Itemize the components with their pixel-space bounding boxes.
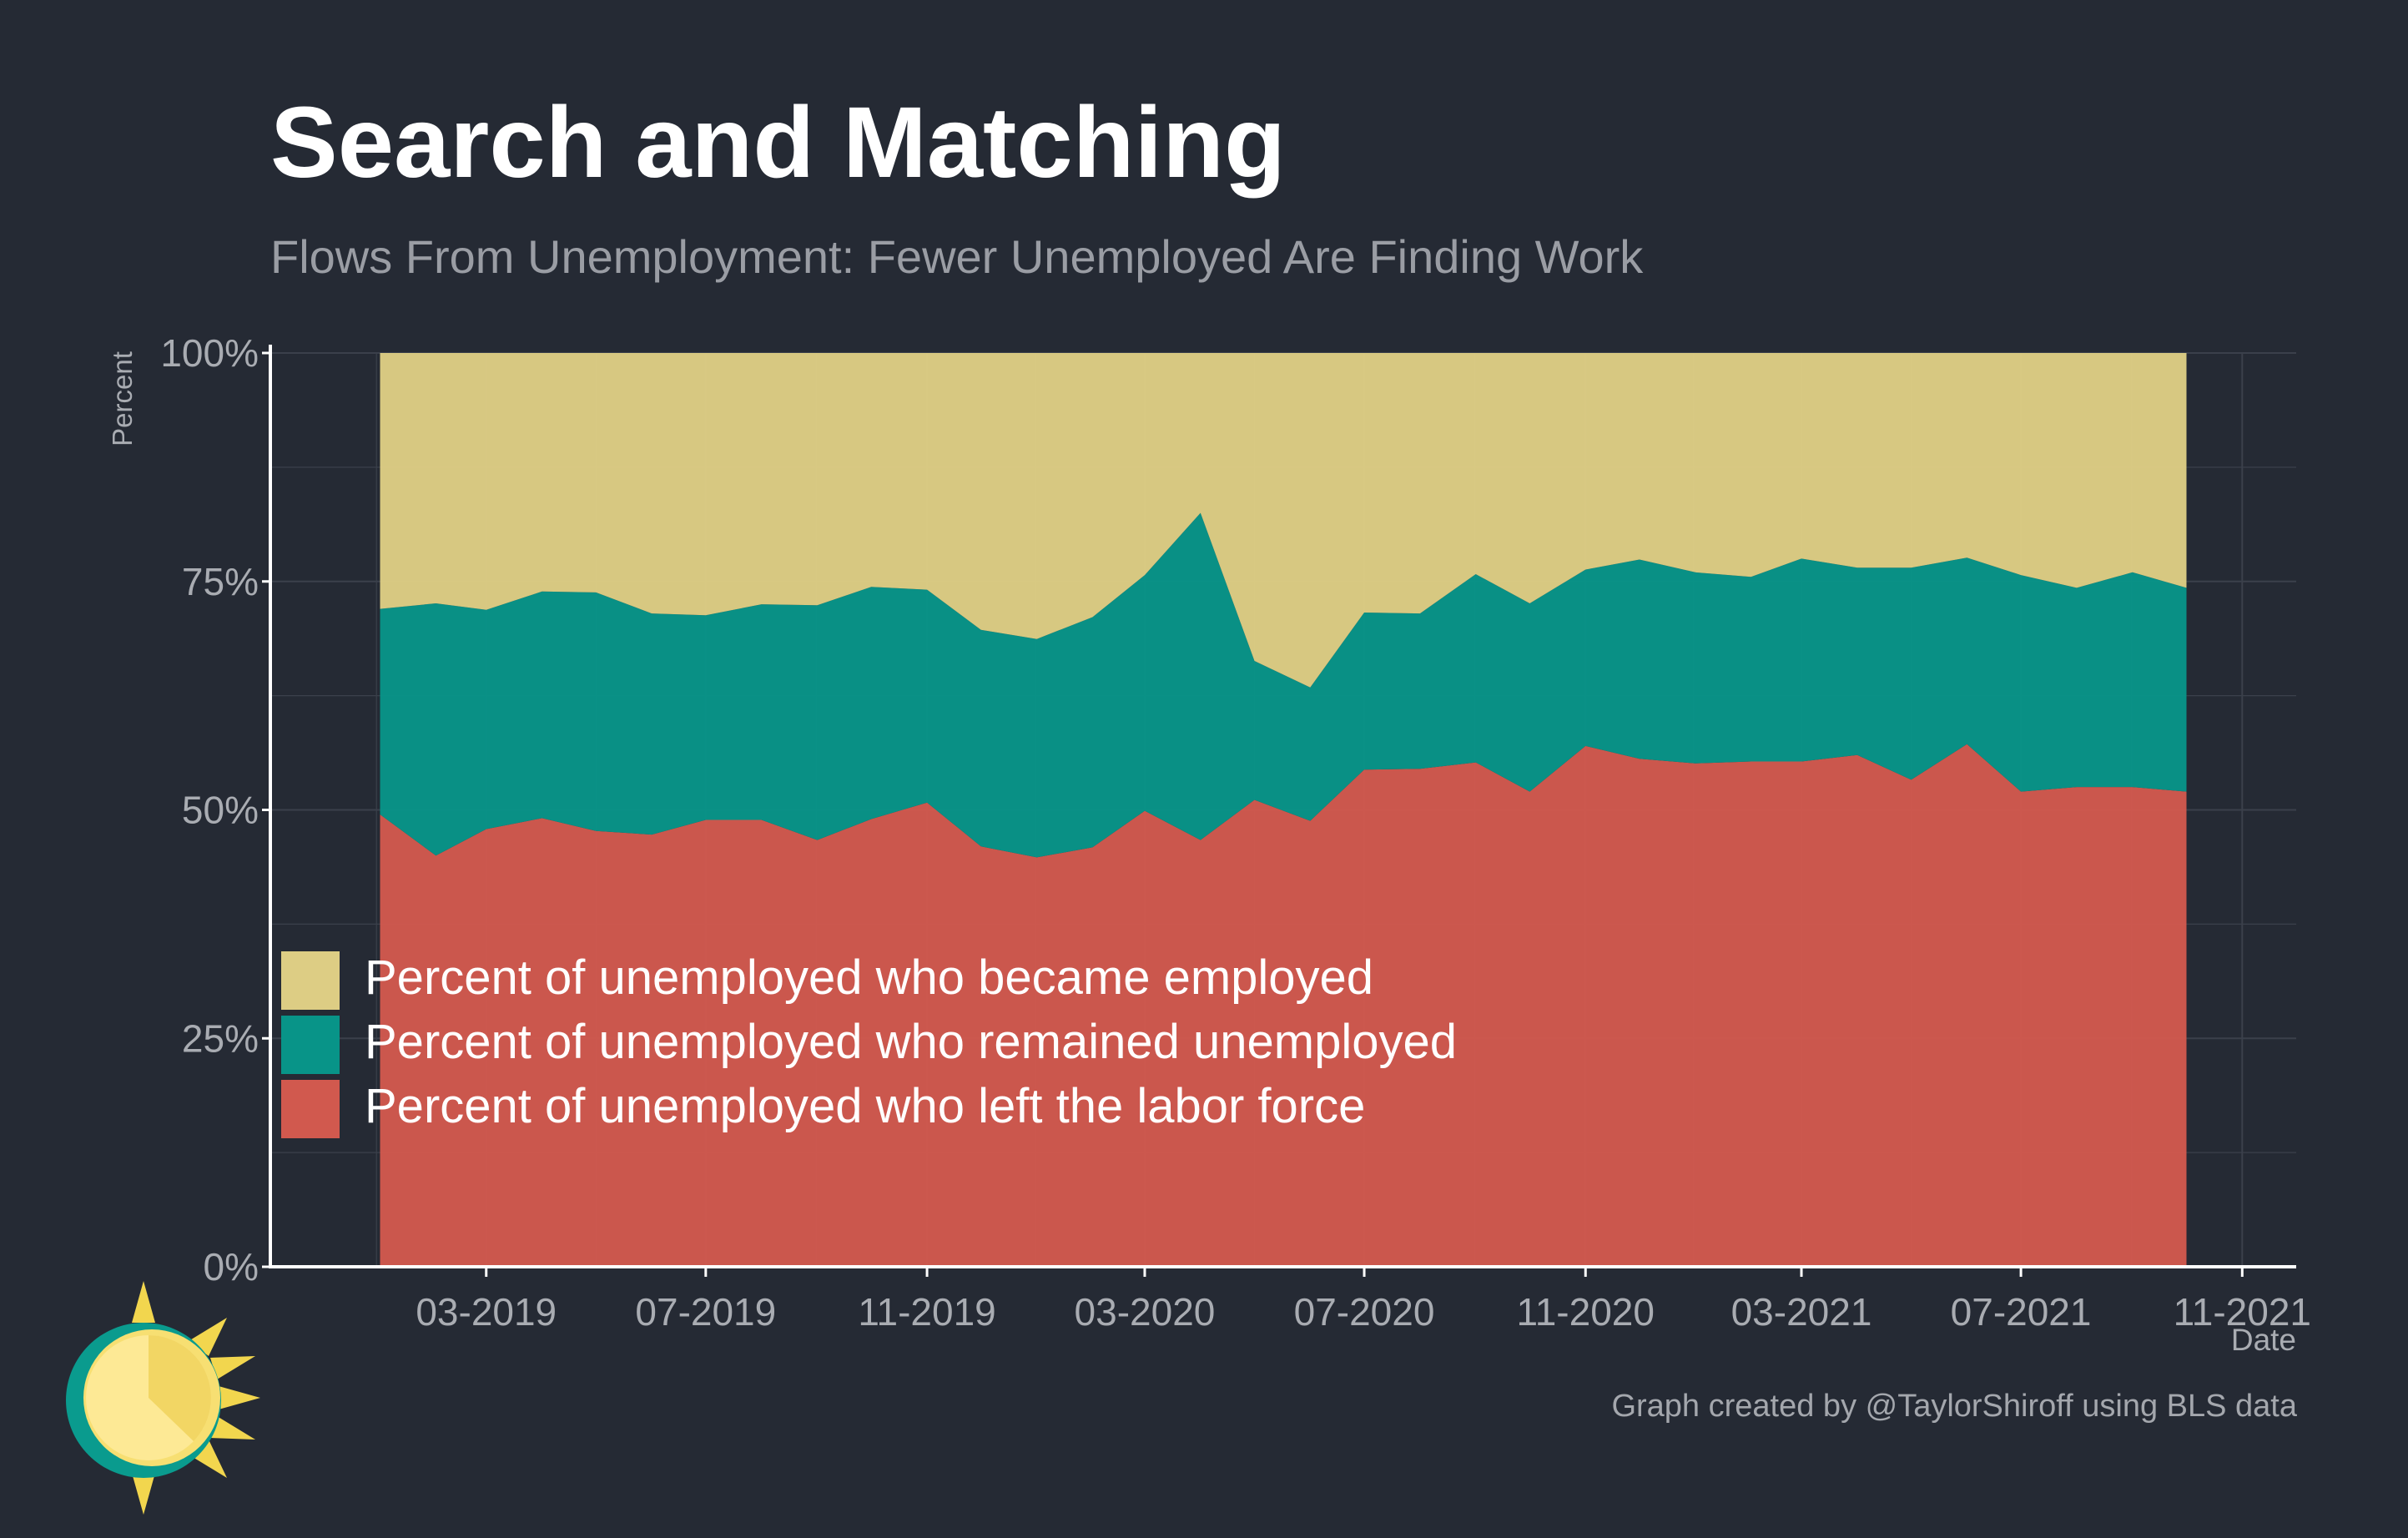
- y-tick-label: 25%: [182, 1016, 259, 1060]
- remained-unemployed-area: [380, 512, 2187, 858]
- chart-subtitle: Flows From Unemployment: Fewer Unemploye…: [270, 230, 1644, 283]
- chart-title: Search and Matching: [270, 85, 1286, 199]
- y-tick-labels: 0% 25% 50% 75% 100%: [160, 331, 259, 1288]
- legend-item-remained-unemployed: Percent of unemployed who remained unemp…: [365, 1015, 1457, 1069]
- x-tick-label: 07-2021: [1951, 1290, 2092, 1334]
- y-tick-label: 75%: [182, 560, 259, 603]
- x-tick-label: 11-2021: [2174, 1290, 2311, 1334]
- areas: [380, 353, 2187, 1267]
- became-employed-area: [380, 353, 2187, 688]
- caption: Graph created by @TaylorShiroff using BL…: [1611, 1389, 2297, 1424]
- legend-swatch: [281, 951, 340, 1010]
- legend-item-left-labor-force: Percent of unemployed who left the labor…: [365, 1079, 1365, 1133]
- y-tick-label: 100%: [160, 331, 259, 375]
- legend-swatch: [281, 1016, 340, 1074]
- x-tick-label: 03-2020: [1075, 1290, 1216, 1334]
- x-tick-label: 11-2019: [858, 1290, 995, 1334]
- legend-item-became-employed: Percent of unemployed who became employe…: [365, 951, 1373, 1005]
- axes: [262, 345, 2296, 1277]
- sun-icon: [66, 1281, 260, 1515]
- x-tick-labels: 03-2019 07-2019 11-2019 03-2020 07-2020 11-20…: [416, 1290, 2311, 1334]
- x-tick-label: 07-2020: [1294, 1290, 1435, 1334]
- y-axis-label: Percent: [107, 351, 138, 446]
- legend-swatch: [281, 1080, 340, 1138]
- x-tick-label: 11-2020: [1517, 1290, 1655, 1334]
- x-tick-label: 03-2019: [416, 1290, 557, 1334]
- legend: Percent of unemployed who became employe…: [281, 951, 1457, 1138]
- y-tick-label: 50%: [182, 789, 259, 832]
- x-tick-label: 07-2019: [635, 1290, 776, 1334]
- y-tick-label: 0%: [204, 1245, 259, 1288]
- x-tick-label: 03-2021: [1731, 1290, 1872, 1334]
- left-labor-force-area: [380, 744, 2187, 1267]
- x-axis-label: Date: [2231, 1323, 2296, 1357]
